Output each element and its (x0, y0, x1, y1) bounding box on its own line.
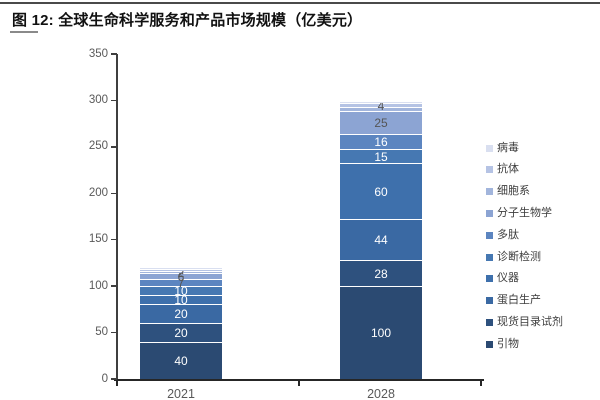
title-underline (10, 31, 38, 33)
legend-swatch-icon (486, 340, 493, 348)
legend-item-现货目录试剂: 现货目录试剂 (486, 316, 563, 328)
bar-segment-value-label: 15 (374, 149, 388, 164)
y-axis-tick-label: 350 (88, 47, 108, 60)
bar-segment-诊断检测: 10 (140, 285, 222, 297)
bar-segment-value-label: 20 (174, 307, 188, 321)
bar-segment-value-label: 16 (374, 135, 388, 149)
bar-segment-分子生物学: 6 (140, 271, 222, 283)
legend-swatch-icon (486, 231, 493, 239)
legend-label: 引物 (497, 337, 519, 350)
y-axis-tick-label: 300 (88, 93, 108, 106)
bar-segment-多肽: 7 (140, 277, 222, 289)
bar-segment-细胞系: 2 (140, 267, 222, 279)
x-axis-line (114, 379, 484, 381)
x-axis-tickmark (116, 381, 118, 386)
bar-segment-现货目录试剂: 28 (340, 260, 422, 286)
bar-segment-多肽: 16 (340, 134, 422, 149)
legend-swatch-icon (486, 144, 493, 152)
legend-item-抗体: 抗体 (486, 164, 519, 176)
bar-segment-蛋白生产: 44 (340, 219, 422, 260)
bar-segment-引物: 100 (340, 286, 422, 379)
legend-label: 现货目录试剂 (497, 315, 563, 328)
bar-segment-蛋白生产: 20 (140, 304, 222, 323)
legend-label: 多肽 (497, 228, 519, 241)
legend-label: 蛋白生产 (497, 294, 541, 307)
y-axis-tickmark (111, 99, 117, 102)
legend-label: 细胞系 (497, 185, 530, 198)
bar-segment-value-label: 25 (374, 116, 388, 130)
x-axis-category-label: 2028 (367, 387, 395, 400)
y-axis-tickmark (111, 331, 117, 334)
y-axis-line (116, 54, 118, 379)
bar-segment-仪器: 10 (140, 294, 222, 306)
figure-title: 图 12: 全球生命科学服务和产品市场规模（亿美元） (12, 12, 363, 29)
bar-segment-value-label: 60 (374, 184, 388, 199)
bar-segment-病毒 (340, 101, 422, 103)
bar-segment-仪器: 60 (340, 163, 422, 219)
legend-item-蛋白生产: 蛋白生产 (486, 295, 541, 307)
bar-segment-分子生物学: 25 (340, 111, 422, 134)
y-axis-tick-label: 150 (88, 233, 108, 246)
legend-swatch-icon (486, 297, 493, 305)
y-axis-tick-label: 100 (88, 279, 108, 292)
bar-segment-value-label: 100 (370, 326, 392, 340)
legend-item-病毒: 病毒 (486, 142, 519, 154)
y-axis-tickmark (111, 238, 117, 241)
y-axis-tickmark (111, 53, 117, 55)
y-axis-tick-label: 250 (88, 140, 108, 153)
legend-label: 诊断检测 (497, 250, 541, 263)
bar-2028: 100 28 44 60 15 16 25 4 (340, 100, 422, 379)
y-axis-tick-label: 0 (101, 372, 108, 385)
top-rule (0, 2, 600, 4)
y-axis-tickmark (111, 285, 117, 287)
legend-swatch-icon (486, 275, 493, 283)
bar-segment-value-label: 28 (374, 266, 388, 281)
bar-segment-抗体 (140, 269, 222, 271)
bar-segment-引物: 40 (140, 342, 222, 379)
legend-swatch-icon (486, 209, 493, 217)
legend-item-仪器: 仪器 (486, 273, 519, 285)
y-axis-tick-label: 50 (95, 326, 108, 339)
legend-item-引物: 引物 (486, 338, 519, 350)
bar-segment-value-label: 40 (174, 354, 188, 368)
bar-segment-诊断检测: 15 (340, 149, 422, 163)
legend-item-诊断检测: 诊断检测 (486, 251, 541, 263)
legend-swatch-icon (486, 318, 493, 326)
legend-label: 分子生物学 (497, 206, 552, 219)
legend-label: 仪器 (497, 272, 519, 285)
bar-segment-病毒 (140, 267, 222, 269)
legend-swatch-icon (486, 188, 493, 196)
legend-swatch-icon (486, 166, 493, 174)
bar-segment-抗体: 4 (340, 100, 422, 112)
legend-item-分子生物学: 分子生物学 (486, 207, 552, 219)
bar-2021: 40 20 20 10 10 7 6 2 (140, 267, 222, 379)
legend-swatch-icon (486, 253, 493, 261)
legend-item-细胞系: 细胞系 (486, 186, 530, 198)
x-axis-tickmark (298, 381, 300, 386)
y-axis-tickmark (111, 378, 117, 380)
bar-segment-细胞系 (340, 107, 422, 111)
y-axis-tickmark (111, 146, 117, 148)
legend-item-多肽: 多肽 (486, 229, 519, 241)
x-axis-category-label: 2021 (167, 387, 195, 400)
bar-segment-现货目录试剂: 20 (140, 323, 222, 342)
y-axis-tickmark (111, 192, 117, 195)
bar-segment-value-label: 20 (174, 326, 188, 340)
y-axis-tick-label: 200 (88, 186, 108, 199)
x-axis-tickmark (480, 381, 482, 386)
bar-segment-value-label: 44 (374, 233, 388, 247)
legend-label: 抗体 (497, 163, 519, 176)
legend-label: 病毒 (497, 141, 519, 154)
